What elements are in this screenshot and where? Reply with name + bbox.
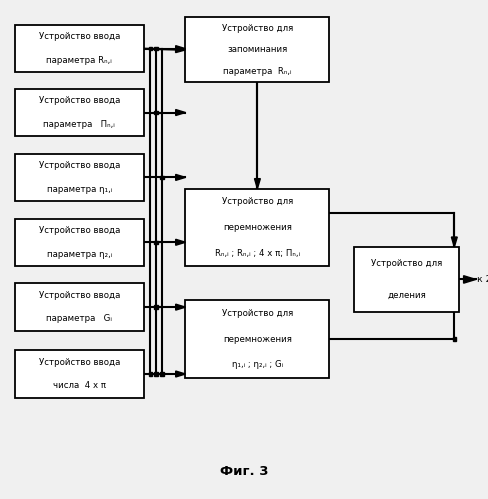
Text: Устройство ввода: Устройство ввода: [39, 32, 120, 41]
Bar: [149, 47, 152, 50]
Bar: [15, 350, 144, 398]
Text: параметра   Gᵢ: параметра Gᵢ: [46, 314, 112, 323]
Text: Устройство для: Устройство для: [222, 309, 293, 318]
Bar: [154, 241, 158, 244]
Bar: [15, 154, 144, 201]
Text: к 2ᵢ: к 2ᵢ: [477, 275, 488, 284]
Polygon shape: [464, 275, 476, 283]
Bar: [154, 305, 158, 309]
Text: Устройство ввода: Устройство ввода: [39, 291, 120, 300]
Text: параметра η₂,ᵢ: параметра η₂,ᵢ: [47, 250, 112, 258]
Text: Устройство ввода: Устройство ввода: [39, 96, 120, 105]
Text: запоминания: запоминания: [227, 45, 287, 54]
Text: Устройство ввода: Устройство ввода: [39, 226, 120, 235]
Text: η₁,ᵢ ; η₂,ᵢ ; Gᵢ: η₁,ᵢ ; η₂,ᵢ ; Gᵢ: [232, 360, 283, 369]
Text: Устройство для: Устройство для: [222, 24, 293, 33]
Bar: [354, 247, 459, 312]
Polygon shape: [176, 175, 185, 181]
Polygon shape: [176, 240, 185, 245]
Polygon shape: [176, 110, 185, 116]
Text: перемножения: перемножения: [223, 223, 292, 232]
Text: Устройство для: Устройство для: [371, 258, 443, 268]
Text: параметра  Rₙ,ᵢ: параметра Rₙ,ᵢ: [223, 67, 292, 76]
Text: числа  4 x π: числа 4 x π: [53, 381, 106, 390]
Bar: [185, 189, 329, 266]
Bar: [15, 25, 144, 72]
Text: перемножения: перемножения: [223, 334, 292, 344]
Text: деления: деления: [387, 291, 426, 300]
Polygon shape: [255, 179, 261, 189]
Bar: [149, 372, 152, 376]
Bar: [15, 89, 144, 136]
Polygon shape: [176, 371, 185, 377]
Bar: [15, 219, 144, 266]
Polygon shape: [176, 46, 185, 52]
Text: Устройство для: Устройство для: [222, 197, 293, 206]
Polygon shape: [176, 46, 185, 52]
Bar: [154, 372, 158, 376]
Polygon shape: [176, 304, 185, 310]
Bar: [154, 111, 158, 114]
Text: Устройство ввода: Устройство ввода: [39, 358, 120, 367]
Text: параметра η₁,ᵢ: параметра η₁,ᵢ: [47, 185, 112, 194]
Bar: [154, 47, 158, 50]
Bar: [185, 300, 329, 378]
Bar: [453, 337, 456, 341]
Text: Фиг. 3: Фиг. 3: [220, 465, 268, 478]
Bar: [15, 283, 144, 331]
Text: параметра   Πₙ,ᵢ: параметра Πₙ,ᵢ: [43, 120, 115, 129]
Text: Rₙ,ᵢ ; Rₙ,ᵢ ; 4 x π; Πₙ,ᵢ: Rₙ,ᵢ ; Rₙ,ᵢ ; 4 x π; Πₙ,ᵢ: [215, 249, 300, 257]
Text: параметра Rₙ,ᵢ: параметра Rₙ,ᵢ: [46, 56, 112, 65]
Text: Устройство ввода: Устройство ввода: [39, 161, 120, 170]
Bar: [160, 372, 164, 376]
Bar: [160, 176, 164, 179]
Bar: [185, 17, 329, 82]
Polygon shape: [451, 237, 457, 247]
